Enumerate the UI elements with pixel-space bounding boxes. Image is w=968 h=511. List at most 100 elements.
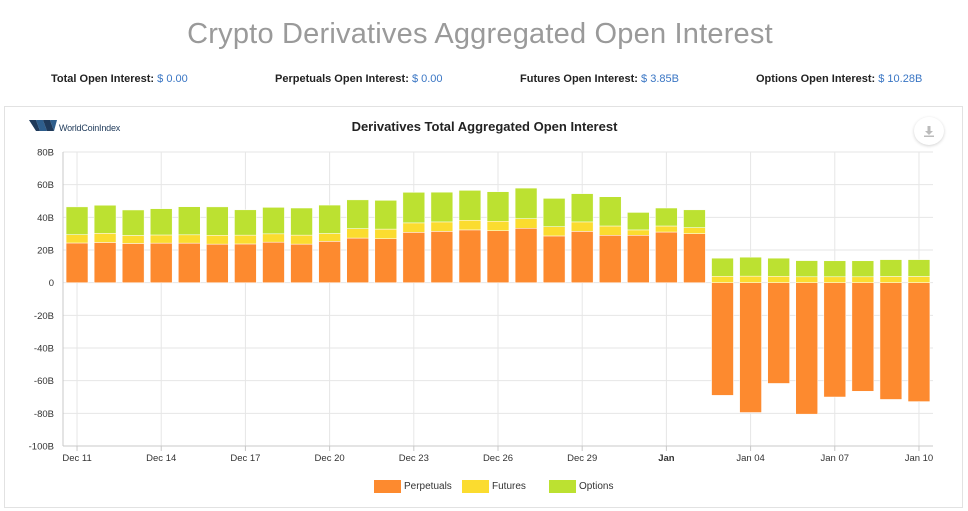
bar-perpetuals bbox=[262, 241, 285, 283]
stats-row: Total Open Interest: $ 0.00 Perpetuals O… bbox=[0, 73, 968, 89]
bar-futures bbox=[879, 276, 903, 283]
stat-total-open-interest: Total Open Interest: $ 0.00 bbox=[51, 73, 188, 85]
bar-futures bbox=[318, 233, 341, 242]
bar-futures bbox=[374, 228, 397, 239]
stat-value: $ 10.28B bbox=[878, 73, 923, 85]
bar-perpetuals bbox=[795, 282, 818, 415]
bar-options bbox=[486, 191, 510, 222]
chart-legend: Perpetuals Futures Options bbox=[5, 480, 964, 494]
bar-options bbox=[907, 259, 931, 277]
bar-futures bbox=[514, 218, 538, 229]
legend-label: Options bbox=[579, 481, 614, 492]
bar-perpetuals bbox=[711, 282, 734, 396]
bar-options bbox=[599, 196, 622, 227]
export-button[interactable] bbox=[914, 117, 944, 145]
legend-label: Perpetuals bbox=[404, 481, 452, 492]
bar-perpetuals bbox=[458, 229, 482, 283]
x-tick-label: Dec 23 bbox=[399, 453, 429, 464]
y-tick-label: -40B bbox=[34, 344, 54, 355]
bar-perpetuals bbox=[150, 242, 173, 283]
logo-text: WorldCoinIndex bbox=[59, 123, 121, 133]
y-tick-label: 60B bbox=[37, 180, 54, 191]
stat-value: $ 0.00 bbox=[157, 73, 188, 85]
y-tick-label: 0 bbox=[49, 278, 54, 289]
bar-options bbox=[206, 206, 229, 236]
stat-label: Perpetuals Open Interest: bbox=[275, 73, 409, 85]
legend-label: Futures bbox=[492, 481, 526, 492]
bar-options bbox=[430, 191, 454, 223]
bar-futures bbox=[767, 276, 790, 283]
x-tick-label: Jan 10 bbox=[905, 453, 934, 464]
bar-perpetuals bbox=[178, 242, 201, 283]
bar-perpetuals bbox=[206, 243, 229, 283]
stat-value: $ 3.85B bbox=[641, 73, 679, 85]
bar-futures bbox=[206, 235, 229, 245]
bar-perpetuals bbox=[542, 235, 566, 283]
bar-perpetuals bbox=[290, 243, 313, 283]
download-icon bbox=[924, 126, 934, 137]
bar-options bbox=[290, 207, 313, 236]
x-tick-label: Jan 04 bbox=[736, 453, 765, 464]
bars bbox=[65, 187, 931, 415]
bar-perpetuals bbox=[907, 282, 931, 402]
bar-options bbox=[178, 206, 201, 236]
y-tick-label: 40B bbox=[37, 213, 54, 224]
bar-perpetuals bbox=[739, 282, 762, 413]
logo-mark-icon bbox=[29, 120, 57, 131]
stat-perpetuals-open-interest: Perpetuals Open Interest: $ 0.00 bbox=[275, 73, 443, 85]
bar-futures bbox=[150, 234, 173, 244]
x-tick-label: Jan 07 bbox=[821, 453, 850, 464]
bar-perpetuals bbox=[767, 282, 790, 384]
y-tick-label: -60B bbox=[34, 376, 54, 387]
bar-options bbox=[458, 190, 482, 221]
stat-label: Options Open Interest: bbox=[756, 73, 876, 85]
y-tick-label: -20B bbox=[34, 311, 54, 322]
bar-futures bbox=[458, 220, 482, 231]
bar-futures bbox=[65, 234, 89, 244]
bar-futures bbox=[121, 235, 145, 244]
bar-perpetuals bbox=[65, 242, 89, 283]
bar-perpetuals bbox=[374, 238, 397, 283]
bar-futures bbox=[907, 276, 931, 283]
bar-options bbox=[823, 260, 846, 278]
chart-panel: 80B 60B 40B 20B 0 -20B -40B -60B -80B -100B Dec 11… bbox=[4, 106, 963, 508]
bar-options bbox=[627, 212, 650, 231]
bar-perpetuals bbox=[655, 231, 678, 283]
stat-label: Futures Open Interest: bbox=[520, 73, 638, 85]
bar-options bbox=[346, 199, 369, 229]
bar-options bbox=[318, 204, 341, 234]
bar-perpetuals bbox=[571, 231, 594, 283]
y-tick-label: -80B bbox=[34, 409, 54, 420]
bar-futures bbox=[739, 275, 762, 283]
y-tick-label: -100B bbox=[29, 442, 54, 453]
bar-options bbox=[739, 256, 762, 277]
bar-futures bbox=[851, 276, 875, 283]
bar-options bbox=[514, 187, 538, 219]
bar-options bbox=[767, 257, 790, 277]
bar-options bbox=[150, 208, 173, 236]
bar-perpetuals bbox=[402, 232, 425, 283]
legend-swatch bbox=[549, 480, 576, 493]
bar-options bbox=[234, 209, 257, 236]
chart-title: Derivatives Total Aggregated Open Intere… bbox=[351, 119, 618, 134]
bar-futures bbox=[599, 225, 622, 236]
bar-futures bbox=[571, 221, 594, 232]
bar-perpetuals bbox=[851, 282, 875, 392]
legend-swatch bbox=[374, 480, 401, 493]
bar-options bbox=[93, 205, 117, 234]
bar-futures bbox=[430, 221, 454, 232]
bar-futures bbox=[711, 276, 734, 283]
stat-value: $ 0.00 bbox=[411, 73, 443, 85]
bar-futures bbox=[93, 233, 117, 243]
bar-futures bbox=[346, 228, 369, 239]
bar-perpetuals bbox=[318, 241, 341, 283]
bar-options bbox=[655, 207, 678, 227]
stat-futures-open-interest: Futures Open Interest: $ 3.85B bbox=[520, 73, 679, 85]
bar-options bbox=[542, 198, 566, 227]
bar-perpetuals bbox=[430, 231, 454, 283]
bar-perpetuals bbox=[93, 242, 117, 283]
bar-options bbox=[711, 257, 734, 277]
bar-futures bbox=[823, 276, 846, 283]
bar-options bbox=[121, 209, 145, 236]
bar-futures bbox=[627, 229, 650, 236]
